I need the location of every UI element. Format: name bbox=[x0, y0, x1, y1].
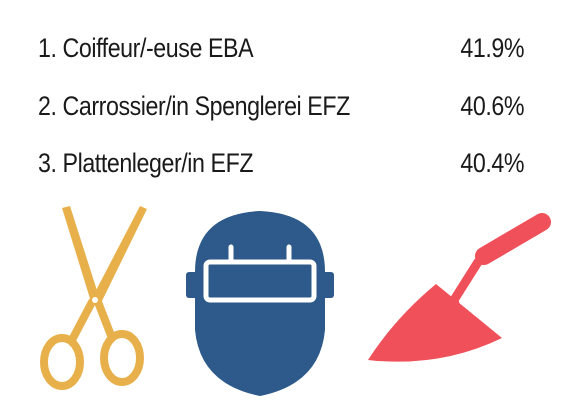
percentage: 40.6% bbox=[460, 91, 524, 121]
ranking-row: 3. Plattenleger/in EFZ 40.4% bbox=[38, 143, 524, 183]
percentage: 40.4% bbox=[460, 148, 524, 178]
ranking-row: 1. Coiffeur/-euse EBA 41.9% bbox=[38, 28, 524, 68]
percentage: 41.9% bbox=[460, 33, 524, 63]
job-label: 2. Carrossier/in Spenglerei EFZ bbox=[38, 91, 350, 121]
welding-mask-icon bbox=[186, 211, 334, 396]
job-label: 3. Plattenleger/in EFZ bbox=[38, 148, 254, 178]
ranking-row: 2. Carrossier/in Spenglerei EFZ 40.6% bbox=[38, 86, 524, 126]
trowel-icon bbox=[368, 213, 551, 362]
job-label: 1. Coiffeur/-euse EBA bbox=[38, 33, 254, 63]
scissors-icon bbox=[40, 206, 147, 390]
